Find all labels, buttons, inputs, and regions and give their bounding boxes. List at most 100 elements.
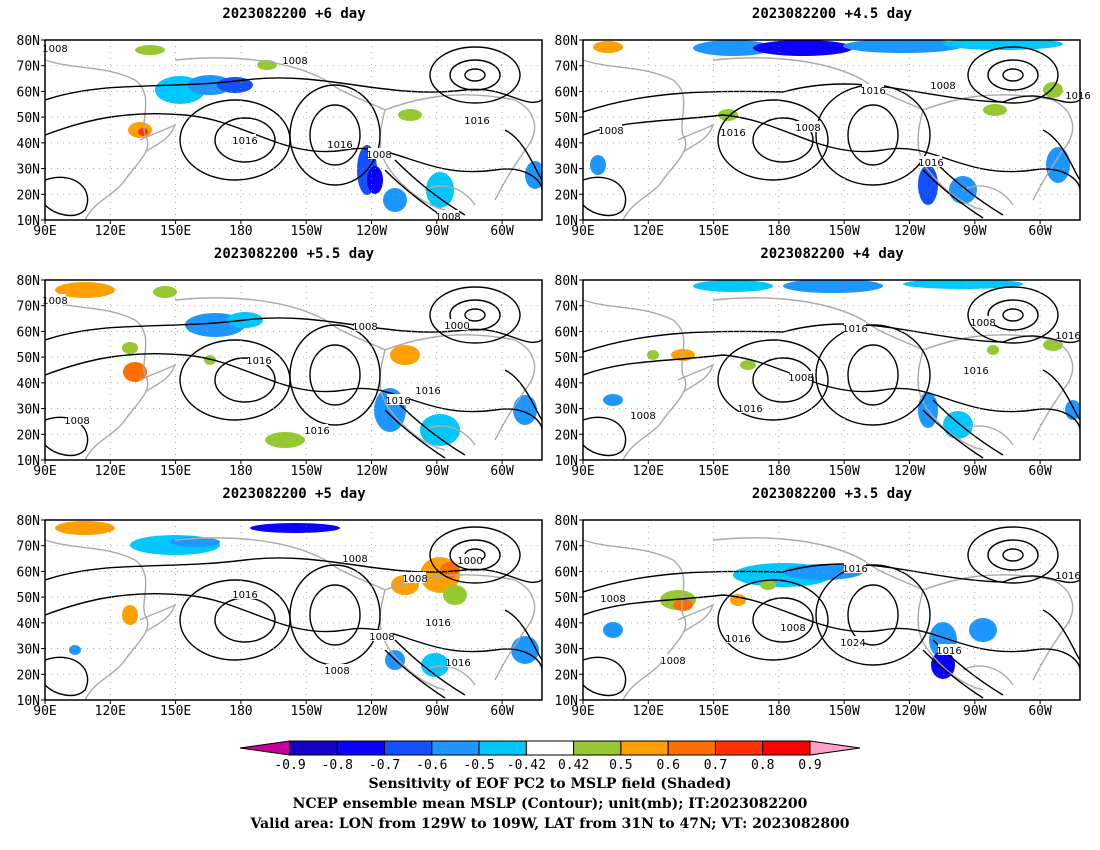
contour-label-bg bbox=[797, 121, 819, 132]
shading-blob bbox=[153, 286, 177, 298]
contour-label-bg bbox=[437, 210, 459, 221]
shading-blob bbox=[903, 280, 1023, 289]
contour-label: 1016 bbox=[1055, 331, 1080, 342]
contour-line bbox=[1002, 308, 1024, 322]
colorbar-label: -0.8 bbox=[322, 758, 353, 773]
colorbar-label: -0.5 bbox=[463, 758, 494, 773]
lat-label: 70N bbox=[555, 300, 578, 315]
coastline-gulf bbox=[962, 665, 1014, 686]
coastline-asia bbox=[45, 539, 149, 700]
contour-line bbox=[752, 357, 814, 403]
coastlines bbox=[583, 297, 1074, 460]
mslp-contours bbox=[45, 46, 542, 219]
contour-line bbox=[45, 353, 542, 431]
contour-label-bg bbox=[329, 138, 351, 149]
panel-title: 2023082200 +6 day bbox=[222, 6, 366, 22]
contour-line bbox=[717, 99, 829, 181]
lat-label: 20N bbox=[17, 188, 40, 203]
contour-line bbox=[45, 77, 542, 104]
contour-label: 1008 bbox=[795, 123, 820, 134]
colorbar-box bbox=[573, 740, 622, 756]
contour-line bbox=[583, 176, 627, 217]
contour-label-bg bbox=[248, 354, 270, 365]
contour-label-bg bbox=[862, 84, 884, 95]
contour-label: 1016 bbox=[445, 658, 470, 669]
contour-label: 1008 bbox=[598, 126, 623, 137]
contour-label-bg bbox=[965, 364, 987, 375]
coastlines bbox=[45, 297, 536, 460]
contour-label: 1008 bbox=[366, 150, 391, 161]
coastline-asia bbox=[583, 299, 687, 460]
shading-blob bbox=[367, 166, 383, 194]
contour-line bbox=[504, 369, 542, 421]
contour-label: 1000 bbox=[457, 556, 482, 567]
lon-label: 150E bbox=[698, 704, 729, 719]
colorbar-box bbox=[289, 740, 338, 756]
contour-label: 1008 bbox=[780, 623, 805, 634]
shading-blob bbox=[55, 521, 115, 535]
lon-label: 60W bbox=[1028, 704, 1052, 719]
lon-label: 120E bbox=[633, 464, 664, 479]
contour-label: 1008 bbox=[930, 81, 955, 92]
contour-label-bg bbox=[44, 42, 66, 53]
contour-line bbox=[309, 104, 361, 166]
contour-label: 1008 bbox=[324, 666, 349, 677]
contour-label-bg bbox=[727, 632, 749, 643]
coastline-namerica bbox=[712, 537, 984, 691]
contour-label-bg bbox=[842, 636, 864, 647]
contour-label: 1016 bbox=[936, 646, 961, 657]
lon-label: 150E bbox=[160, 704, 191, 719]
shading-blob bbox=[440, 562, 460, 578]
lat-label: 80N bbox=[555, 514, 578, 529]
contour-label: 1008 bbox=[402, 574, 427, 585]
coastline-namerica bbox=[712, 297, 984, 451]
contour-label-bg bbox=[284, 54, 306, 65]
lat-label: 80N bbox=[555, 274, 578, 289]
lat-label: 50N bbox=[555, 351, 578, 366]
contour-label-bg bbox=[632, 409, 654, 420]
colorbar-arrow-left bbox=[239, 740, 291, 756]
contour-line bbox=[1042, 609, 1080, 661]
contour-label: 1016 bbox=[232, 136, 257, 147]
contour-label-bg bbox=[972, 316, 994, 327]
coastline-namerica bbox=[174, 537, 446, 691]
contour-label-bg bbox=[446, 319, 468, 330]
lon-label: 90W bbox=[963, 704, 987, 719]
lon-label: 150W bbox=[291, 704, 322, 719]
lon-label: 60W bbox=[1028, 464, 1052, 479]
lon-label: 120W bbox=[356, 224, 387, 239]
lat-label: 60N bbox=[17, 325, 40, 340]
shading-blob bbox=[250, 523, 340, 533]
contour-line bbox=[45, 176, 89, 217]
shading-blob bbox=[983, 104, 1007, 116]
map-panel: 1008 1000 1008 1016 1016 1008 1016 1008 80N 70N 60… bbox=[17, 514, 543, 719]
shading-blob bbox=[1043, 82, 1063, 98]
contour-line bbox=[449, 59, 501, 91]
contour-label-bg bbox=[938, 644, 960, 655]
map-frame bbox=[582, 279, 1081, 461]
lat-label: 50N bbox=[555, 111, 578, 126]
shading-blob bbox=[135, 45, 165, 55]
contour-line bbox=[45, 557, 542, 584]
map-panel: 1008 1016 1016 1016 1008 1024 1016 1008 80N 70N 60… bbox=[555, 514, 1081, 719]
contour-label: 1016 bbox=[464, 116, 489, 127]
contour-label: 1016 bbox=[860, 86, 885, 97]
coastline-namerica bbox=[712, 57, 984, 211]
colorbar-label: 0.5 bbox=[609, 758, 632, 773]
colorbar-box bbox=[384, 740, 433, 756]
contour-line bbox=[967, 286, 1059, 344]
contour-label-bg bbox=[932, 79, 954, 90]
contour-line bbox=[583, 416, 627, 457]
shading-blob bbox=[122, 342, 138, 354]
contour-line bbox=[987, 59, 1039, 91]
contour-label: 1000 bbox=[444, 321, 469, 332]
lat-label: 10N bbox=[17, 694, 40, 709]
grid bbox=[45, 280, 542, 460]
lat-label: 60N bbox=[17, 565, 40, 580]
coastlines bbox=[583, 57, 1074, 220]
contour-label-bg bbox=[234, 588, 256, 599]
lat-label: 80N bbox=[555, 34, 578, 49]
lon-label: 150W bbox=[291, 464, 322, 479]
shading-blob bbox=[383, 188, 407, 212]
grid bbox=[583, 280, 1080, 460]
